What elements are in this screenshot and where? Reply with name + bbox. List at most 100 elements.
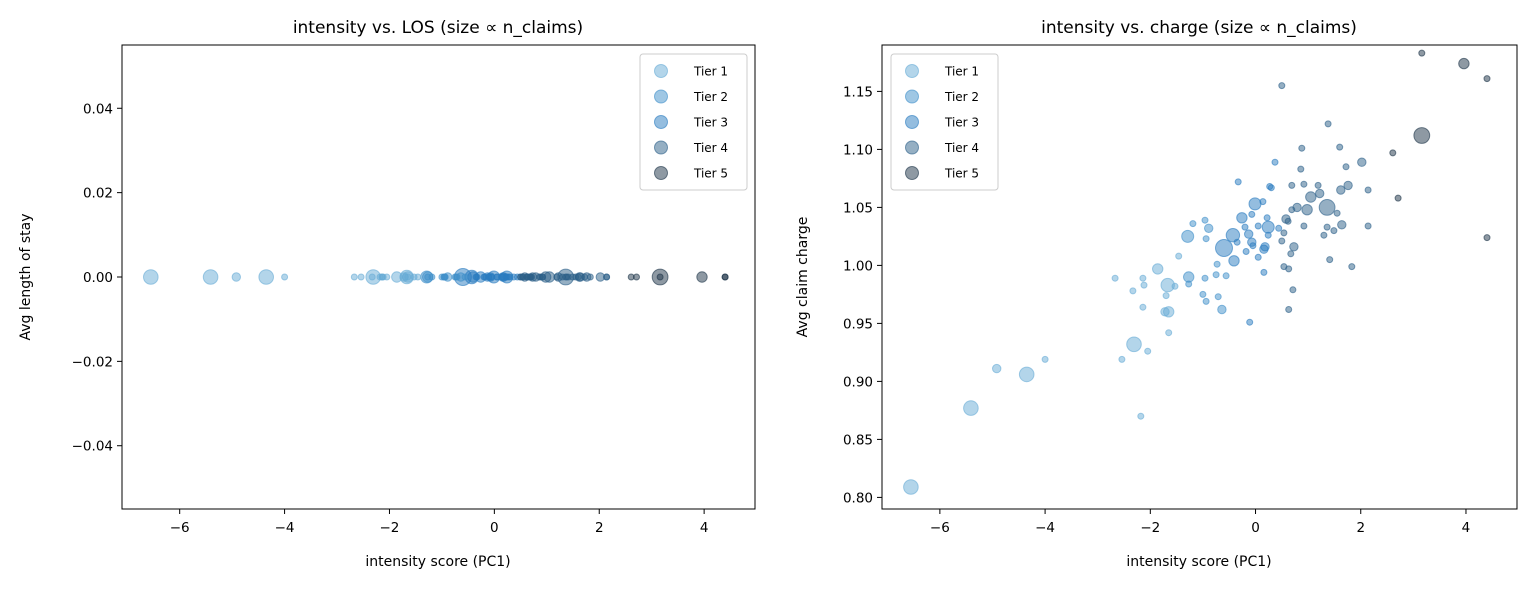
data-point	[357, 273, 365, 281]
data-point	[1139, 274, 1147, 282]
data-point	[231, 272, 242, 282]
data-point	[633, 273, 640, 281]
data-point	[485, 273, 493, 281]
data-point	[1357, 157, 1367, 167]
points	[143, 268, 729, 286]
data-point	[258, 269, 275, 285]
y-axis-label: Avg length of stay	[18, 213, 34, 340]
data-point	[1202, 297, 1210, 305]
data-point	[1300, 180, 1308, 188]
x-tick-label: −6	[930, 520, 950, 536]
legend-marker	[654, 89, 668, 104]
data-point	[603, 273, 611, 281]
data-point	[1217, 304, 1227, 315]
data-point	[350, 273, 358, 281]
legend-label: Tier 3	[693, 116, 728, 130]
data-point	[1118, 355, 1126, 363]
legend-box	[639, 53, 748, 191]
data-point	[1242, 248, 1250, 255]
legend-marker	[905, 115, 919, 129]
data-point	[1483, 234, 1491, 242]
data-point	[1201, 274, 1209, 282]
data-point	[1248, 210, 1256, 218]
data-point	[1201, 216, 1209, 224]
data-point	[1244, 229, 1254, 239]
data-point	[1139, 303, 1147, 311]
y-tick-label: 0.80	[843, 490, 873, 506]
data-point	[1181, 229, 1195, 243]
data-point	[586, 273, 594, 281]
legend-marker	[905, 140, 919, 155]
data-point	[1165, 329, 1173, 337]
data-point	[1234, 178, 1242, 186]
x-tick-label: −6	[170, 520, 190, 536]
data-point	[376, 273, 384, 281]
data-point	[1394, 194, 1402, 202]
data-point	[1199, 290, 1207, 298]
data-point	[404, 273, 412, 281]
x-tick-label: 4	[1462, 520, 1471, 536]
data-point	[1305, 191, 1317, 203]
data-point	[202, 269, 219, 285]
data-point	[1129, 287, 1137, 295]
legend-marker	[654, 166, 668, 180]
data-point	[1333, 209, 1341, 217]
legend: Tier 1 Tier 2 Tier 3 Tier 4 Tier 5	[639, 53, 748, 191]
data-point	[1289, 242, 1299, 252]
data-point	[1336, 185, 1346, 195]
x-tick-label: 0	[1251, 520, 1260, 536]
data-point	[559, 273, 566, 281]
data-point	[1259, 198, 1267, 206]
x-tick-label: −4	[275, 520, 295, 536]
legend-marker	[905, 166, 919, 180]
data-point	[1301, 204, 1313, 216]
data-point	[1248, 197, 1262, 211]
data-point	[651, 268, 669, 286]
y-tick-label: 0.02	[83, 186, 113, 202]
data-point	[1267, 184, 1275, 192]
legend-label: Tier 1	[693, 65, 728, 79]
data-point	[1212, 271, 1220, 279]
y-tick-label: 0.00	[83, 270, 113, 286]
data-point	[1314, 181, 1322, 189]
data-point	[523, 273, 531, 281]
y-tick-label: 0.85	[843, 432, 873, 448]
data-point	[1263, 214, 1271, 222]
data-point	[1214, 293, 1222, 301]
data-point	[1162, 292, 1170, 300]
data-point	[1342, 163, 1350, 171]
data-point	[1280, 229, 1288, 237]
data-point	[1189, 220, 1197, 228]
x-tick-label: −4	[1035, 520, 1055, 536]
data-point	[1364, 186, 1372, 194]
data-point	[1297, 165, 1305, 173]
legend-label: Tier 3	[944, 116, 979, 130]
y-tick-label: −0.04	[72, 439, 113, 455]
data-point	[1315, 188, 1325, 199]
data-point	[1483, 75, 1491, 83]
data-point	[1458, 57, 1470, 70]
chart-title: intensity vs. LOS (size ∝ n_claims)	[293, 18, 583, 38]
data-point	[1288, 206, 1296, 214]
x-tick-label: 2	[1356, 520, 1365, 536]
chart-los: intensity vs. LOS (size ∝ n_claims) inte…	[18, 18, 756, 570]
data-point	[1204, 223, 1214, 234]
data-point	[1323, 223, 1331, 231]
data-point	[575, 272, 586, 282]
data-point	[1336, 143, 1344, 151]
y-tick-label: 0.04	[83, 101, 113, 117]
data-point	[493, 273, 501, 281]
legend-label: Tier 4	[944, 141, 979, 155]
data-point	[963, 400, 979, 416]
data-point	[1264, 231, 1272, 239]
data-point	[1278, 82, 1286, 90]
data-point	[1260, 268, 1268, 276]
data-point	[564, 273, 572, 281]
y-tick-label: 1.00	[843, 258, 873, 274]
data-point	[1185, 280, 1193, 288]
y-axis-label: Avg claim charge	[795, 217, 811, 338]
legend-marker	[905, 64, 919, 78]
data-point	[1202, 235, 1210, 243]
data-point	[1259, 244, 1269, 254]
